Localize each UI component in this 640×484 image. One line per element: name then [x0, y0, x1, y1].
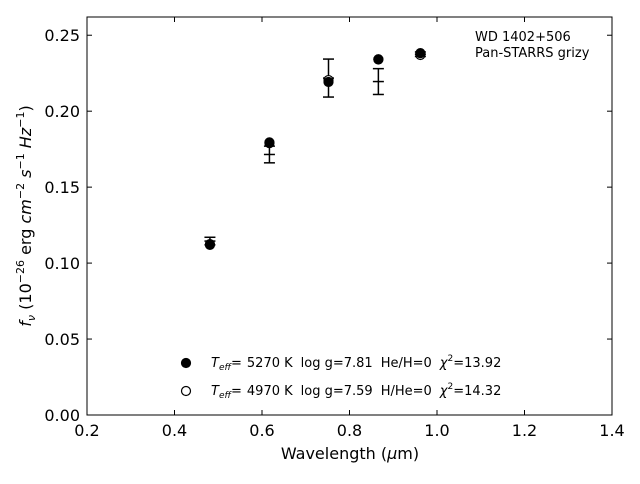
- legend-marker-open: [180, 385, 192, 397]
- y-tick-label: 0.00: [44, 406, 80, 425]
- model-point-filled: [264, 137, 275, 148]
- annotation-title: WD 1402+506: [475, 30, 571, 45]
- x-tick-label: 0.4: [162, 421, 187, 440]
- x-tick-label: 0.8: [337, 421, 362, 440]
- annotation-survey: Pan-STARRS grizy: [475, 46, 590, 61]
- error-bar: [263, 145, 275, 164]
- model-point-filled: [373, 54, 384, 65]
- model-point-filled: [323, 76, 334, 88]
- x-tick-label: 0.2: [74, 421, 99, 440]
- y-tick-label: 0.05: [44, 330, 80, 349]
- x-tick-label: 1.4: [599, 421, 624, 440]
- error-bars: [204, 51, 426, 246]
- x-tick-label: 1.0: [424, 421, 449, 440]
- y-tick-label: 0.10: [44, 254, 80, 273]
- y-tick-label: 0.20: [44, 102, 80, 121]
- y-axis-label: fν (10−26 erg cm−2 s−1 Hz−1): [14, 105, 38, 326]
- data-points: [204, 48, 426, 250]
- x-tick-label: 0.6: [249, 421, 274, 440]
- y-tick-label: 0.15: [44, 178, 80, 197]
- y-tick-label: 0.25: [44, 26, 80, 45]
- x-tick-label: 1.2: [512, 421, 537, 440]
- model-point-filled: [204, 239, 216, 250]
- error-bar: [372, 67, 384, 96]
- model-point-filled: [415, 48, 426, 59]
- x-axis-label: Wavelength (μm): [281, 444, 419, 463]
- axis-ticks: 0.2 0.4 0.6 0.8 1.0 1.2 1.4 0.00 0.05 0.10 0.15 0.2…: [44, 17, 625, 440]
- legend-marker-filled: [180, 357, 192, 369]
